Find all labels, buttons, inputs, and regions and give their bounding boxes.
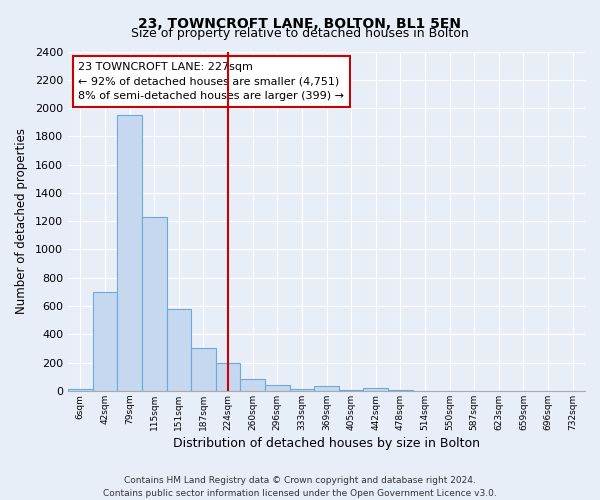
Text: Size of property relative to detached houses in Bolton: Size of property relative to detached ho… xyxy=(131,28,469,40)
Bar xyxy=(241,379,265,391)
Bar xyxy=(117,115,142,391)
Text: 23 TOWNCROFT LANE: 227sqm
← 92% of detached houses are smaller (4,751)
8% of sem: 23 TOWNCROFT LANE: 227sqm ← 92% of detac… xyxy=(79,62,344,102)
Y-axis label: Number of detached properties: Number of detached properties xyxy=(15,128,28,314)
Bar xyxy=(167,309,191,391)
Text: Contains HM Land Registry data © Crown copyright and database right 2024.
Contai: Contains HM Land Registry data © Crown c… xyxy=(103,476,497,498)
X-axis label: Distribution of detached houses by size in Bolton: Distribution of detached houses by size … xyxy=(173,437,480,450)
Bar xyxy=(364,388,388,391)
Bar xyxy=(142,217,167,391)
Bar xyxy=(388,390,413,391)
Bar xyxy=(314,386,339,391)
Bar xyxy=(265,384,290,391)
Bar xyxy=(92,292,117,391)
Bar xyxy=(290,390,314,391)
Bar xyxy=(68,389,92,391)
Bar xyxy=(191,348,216,391)
Bar xyxy=(216,362,241,391)
Text: 23, TOWNCROFT LANE, BOLTON, BL1 5EN: 23, TOWNCROFT LANE, BOLTON, BL1 5EN xyxy=(139,18,461,32)
Bar xyxy=(339,390,364,391)
